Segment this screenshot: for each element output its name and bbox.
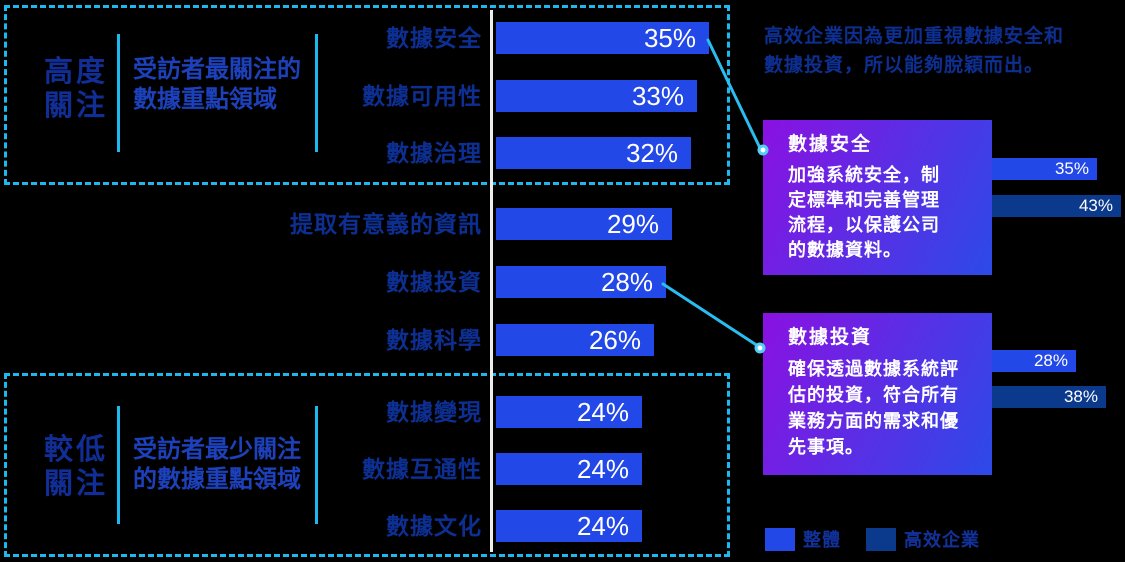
callout-title: 數據投資	[788, 327, 873, 348]
chart-row: 提取有意義的資訊 29%	[0, 208, 1125, 240]
callout-body: 確保透過數據系統評 估的投資，符合所有 業務方面的需求和優 先事項。	[788, 356, 992, 460]
low-attention-title: 較低 關注	[34, 433, 118, 501]
bar: 29%	[496, 208, 672, 240]
bar: 33%	[496, 80, 697, 112]
legend-label-overall: 整體	[803, 530, 841, 550]
low-description-line2: 的數據重點領域	[133, 466, 301, 493]
chart-row: 數據治理 32%	[0, 137, 1125, 169]
legend-swatch-overall	[765, 528, 795, 551]
bar-category-label: 數據安全	[386, 25, 482, 51]
bar-value-label: 24%	[576, 454, 629, 484]
chart-row: 數據安全 35%	[0, 22, 1125, 54]
bar-category-label: 數據科學	[386, 327, 482, 353]
bar-value-label: 24%	[576, 397, 629, 427]
chart-row: 數據投資 28%	[0, 266, 1125, 298]
low-description-line1: 受訪者最少關注	[133, 436, 301, 463]
high-attention-title-line1: 高度	[43, 56, 108, 88]
high-description-line2: 數據重點領域	[133, 86, 277, 113]
bar: 35%	[496, 22, 709, 54]
bar-category-label: 數據變現	[386, 399, 482, 425]
bar: 24%	[496, 396, 642, 428]
chart-row: 數據互通性 24%	[0, 453, 1125, 485]
bar: 26%	[496, 324, 654, 356]
high-attention-title: 高度 關注	[34, 55, 118, 123]
callout-body-line: 業務方面的需求和優	[788, 411, 959, 431]
bar-value-label: 35%	[643, 23, 696, 53]
low-attention-group-box	[4, 373, 730, 557]
bar: 32%	[496, 137, 691, 169]
bar-value-label: 32%	[625, 138, 678, 168]
bar: 24%	[496, 453, 642, 485]
high-box-divider-left	[117, 34, 120, 152]
callout-body-line: 流程，以保護公司	[788, 215, 940, 235]
bar-value-label: 28%	[600, 267, 653, 297]
bar-category-label: 數據投資	[386, 269, 482, 295]
bar: 24%	[496, 510, 642, 542]
low-attention-title-line1: 較低	[43, 434, 108, 466]
insight-annotation-line1: 高效企業因為更加重視數據安全和	[764, 26, 1065, 47]
bar-value-label: 26%	[588, 325, 641, 355]
bar-category-label: 數據文化	[386, 513, 482, 539]
low-box-divider-left	[117, 406, 120, 524]
callout-card-data-security: 數據安全 加強系統安全，制 定標準和完善管理 流程，以保護公司 的數據資料。	[763, 120, 992, 275]
callout-body-line: 先事項。	[788, 437, 864, 457]
low-attention-title-line2: 關注	[43, 468, 108, 500]
high-box-divider-right	[315, 34, 318, 152]
chart-row: 數據可用性 33%	[0, 80, 1125, 112]
mini-bar-high-performer-investment: 38%	[992, 386, 1106, 408]
bar-value-label: 29%	[606, 209, 659, 239]
bar-value-label: 24%	[576, 511, 629, 541]
chart-row: 數據變現 24%	[0, 396, 1125, 428]
bar-category-label: 數據可用性	[362, 83, 482, 109]
insight-annotation: 高效企業因為更加重視數據安全和 數據投資，所以能夠脫穎而出。	[764, 22, 1064, 80]
chart-row: 數據科學 26%	[0, 324, 1125, 356]
mini-bar-high-performer-security: 43%	[992, 195, 1121, 217]
legend-label-high-performer: 高效企業	[904, 530, 980, 550]
legend-swatch-high-performer	[866, 528, 896, 551]
callout-body-line: 定標準和完善管理	[788, 190, 940, 210]
callout-body-line: 估的投資，符合所有	[788, 385, 959, 405]
bar: 28%	[496, 266, 666, 298]
low-attention-description: 受訪者最少關注 的數據重點領域	[133, 435, 323, 495]
mini-bar-overall-investment: 28%	[992, 350, 1076, 372]
chart-row: 數據文化 24%	[0, 510, 1125, 542]
bar-category-label: 數據治理	[386, 140, 482, 166]
bar-category-label: 提取有意義的資訊	[290, 211, 482, 237]
high-attention-title-line2: 關注	[43, 90, 108, 122]
bar-category-label: 數據互通性	[362, 456, 482, 482]
mini-bar-overall-security: 35%	[992, 158, 1097, 180]
callout-body-line: 加強系統安全，制	[788, 165, 940, 185]
callout-body-line: 的數據資料。	[788, 240, 902, 260]
chart-axis-line	[490, 10, 493, 552]
bar-value-label: 33%	[631, 81, 684, 111]
callout-card-data-investment: 數據投資 確保透過數據系統評 估的投資，符合所有 業務方面的需求和優 先事項。	[763, 313, 992, 475]
high-attention-description: 受訪者最關注的 數據重點領域	[133, 55, 323, 115]
callout-body-line: 確保透過數據系統評	[788, 359, 959, 379]
high-description-line1: 受訪者最關注的	[133, 56, 301, 83]
callout-body: 加強系統安全，制 定標準和完善管理 流程，以保護公司 的數據資料。	[788, 163, 992, 263]
low-box-divider-right	[315, 406, 318, 524]
insight-annotation-line2: 數據投資，所以能夠脫穎而出。	[764, 55, 1045, 76]
callout-title: 數據安全	[788, 134, 873, 155]
